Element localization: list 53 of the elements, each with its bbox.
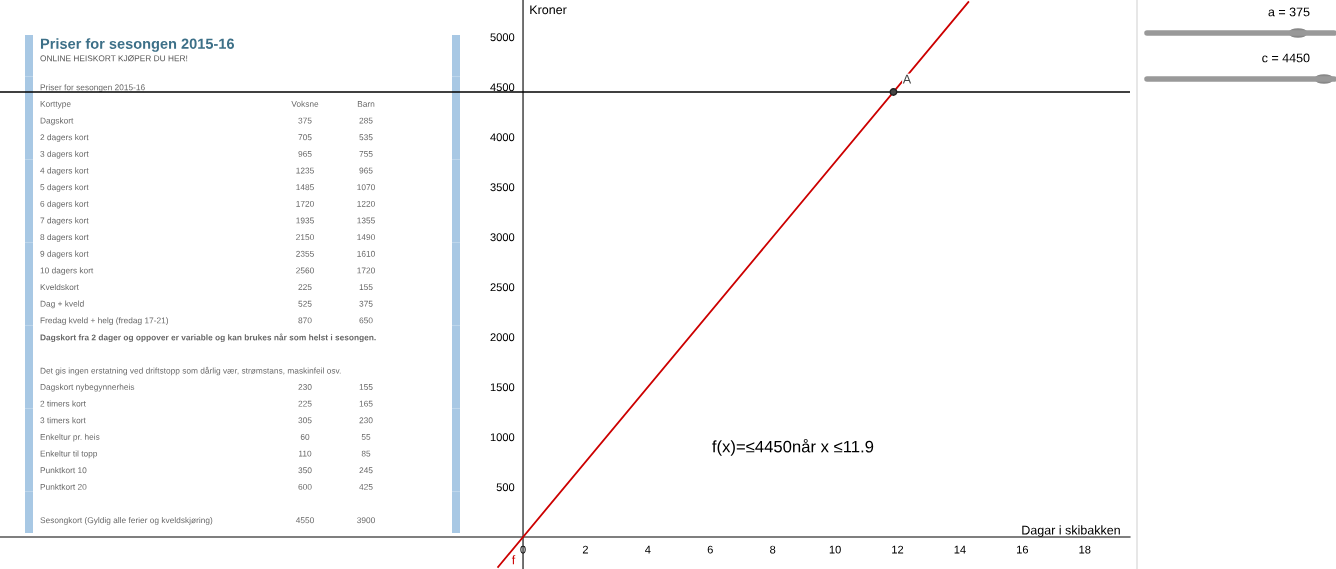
text: Priser for sesongen 2015-16 xyxy=(40,38,235,52)
text: 3 dagers kort 965 755 xyxy=(40,150,373,159)
y-tick-label: 4500 xyxy=(490,83,515,92)
text: Fredag kveld + helg (fredag 17-21) 870 650 xyxy=(40,317,373,325)
text: 3 timers kort 305 230 xyxy=(40,417,373,424)
x-tick-label: 4 xyxy=(645,545,651,554)
text: 6 dagers kort 1720 1220 xyxy=(40,200,375,209)
text: Enkeltur pr. heis 60 55 xyxy=(40,433,371,442)
x-axis-title: Dagar i skibakken xyxy=(1022,525,1120,537)
x-tick-label: 2 xyxy=(582,545,588,554)
series-label: A xyxy=(902,74,912,84)
text: 10 dagers kort 2560 1720 xyxy=(40,267,375,276)
text: c = 4450 xyxy=(1262,53,1310,63)
text: 7 dagers kort 1935 1355 xyxy=(40,217,375,226)
text: 5 dagers kort 1485 1070 xyxy=(40,184,375,192)
text: Dag + kveld 525 375 xyxy=(40,300,373,309)
text: Dagskort 375 285 xyxy=(40,117,373,126)
text: Dagskort nybegynnerheis 230 155 xyxy=(40,383,373,392)
text: Punktkort 10 350 245 xyxy=(40,467,373,474)
y-axis-title: Kroner xyxy=(530,5,567,15)
y-tick-label: 500 xyxy=(496,483,515,492)
text: Punktkort 20 600 425 xyxy=(40,483,373,490)
y-tick-label: 2000 xyxy=(490,333,515,342)
text: Kveldskort 225 155 xyxy=(40,283,373,291)
y-tick-label: 2500 xyxy=(490,283,515,292)
y-tick-label: 3000 xyxy=(490,233,515,242)
x-tick-label: 6 xyxy=(707,545,713,554)
text: Korttype Voksne Barn xyxy=(40,100,375,109)
x-tick-label: 14 xyxy=(954,545,966,554)
x-tick-label: 10 xyxy=(829,545,841,554)
text: 9 dagers kort 2355 1610 xyxy=(40,250,375,259)
text: Sesongkort (Gyldig alle ferier og kveldskjøring) 4550 3900 xyxy=(40,517,375,525)
y-tick-label: 5000 xyxy=(490,33,515,42)
x-tick-label: 8 xyxy=(770,545,776,554)
text: 8 dagers kort 2150 1490 xyxy=(40,233,375,242)
y-tick-label: 1000 xyxy=(490,433,515,442)
text: Enkeltur til topp 110 85 xyxy=(40,450,371,459)
x-tick-label: 18 xyxy=(1079,545,1091,554)
x-tick-label: 12 xyxy=(892,545,904,554)
text: ONLINE HEISKORT KJØPER DU HER! xyxy=(40,55,188,62)
y-tick-label: 1500 xyxy=(490,383,515,392)
text: 2 timers kort 225 165 xyxy=(40,400,373,407)
x-tick-label: 16 xyxy=(1017,545,1029,554)
series-label: f xyxy=(511,555,516,565)
y-tick-label: 4000 xyxy=(490,133,515,142)
annotation: Priser for sesongen 2015-16 xyxy=(40,84,145,92)
text: a = 375 xyxy=(1268,7,1310,17)
text: 2 dagers kort 705 535 xyxy=(40,134,373,142)
y-tick-label: 3500 xyxy=(490,183,515,192)
annotation: f(x)=≤4450når x ≤11.9 xyxy=(712,438,874,456)
annotation: Dagskort fra 2 dager og oppover er variable og kan brukes når som helst i sesongen. xyxy=(40,333,376,343)
text: 4 dagers kort 1235 965 xyxy=(40,167,373,176)
annotation: Det gis ingen erstatning ved driftstopp som dårlig vær, strømstans, maskinfeil osv. xyxy=(40,366,341,376)
